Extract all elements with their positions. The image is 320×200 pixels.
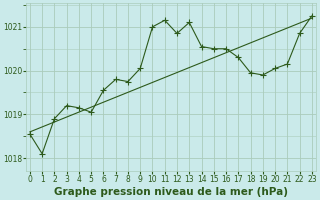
X-axis label: Graphe pression niveau de la mer (hPa): Graphe pression niveau de la mer (hPa) [54, 187, 288, 197]
